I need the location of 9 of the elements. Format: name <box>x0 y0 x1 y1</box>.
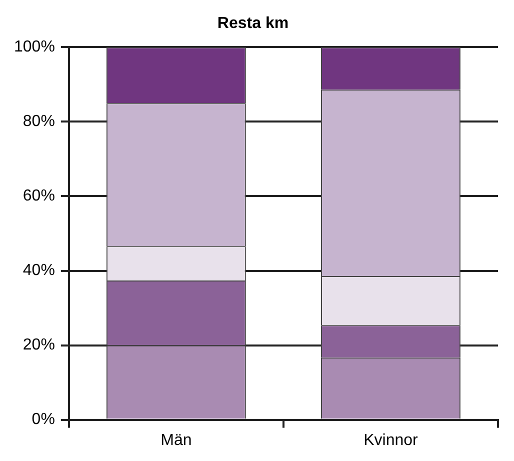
y-tick-label: 0% <box>32 411 55 428</box>
y-tick-label: 20% <box>22 336 55 354</box>
y-tick-label: 100% <box>14 38 55 56</box>
y-tick-label: 60% <box>22 188 55 205</box>
chart-title: Resta km <box>217 15 289 32</box>
y-tick-label: 80% <box>22 113 55 130</box>
y-tick-label: 40% <box>22 262 55 280</box>
x-tick-label: Kvinnor <box>364 432 419 449</box>
x-tick-label: Män <box>160 432 192 449</box>
